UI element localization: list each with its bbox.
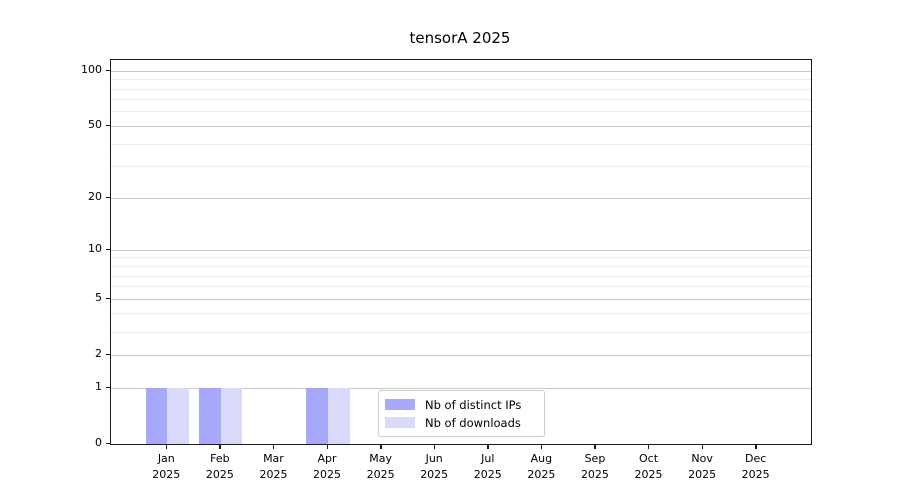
x-tick-year: 2025 (741, 467, 770, 481)
x-tick-label: Jun 2025 (406, 451, 462, 482)
x-tick-year: 2025 (634, 467, 663, 481)
gridline-minor (111, 331, 811, 333)
x-tick-label: Jan 2025 (138, 451, 194, 482)
x-tick-label: Sep 2025 (567, 451, 623, 482)
x-tick-label: Nov 2025 (674, 451, 730, 482)
x-tick-month: Jan (157, 452, 175, 465)
bar-nb-of-distinct-ips-jan (145, 388, 168, 444)
x-tick-label: Jul 2025 (460, 451, 516, 482)
legend-item-distinct-ips: Nb of distinct IPs (385, 398, 538, 412)
x-tick-label: Apr 2025 (299, 451, 355, 482)
x-tick-year: 2025 (205, 467, 234, 481)
bar-nb-of-distinct-ips-feb (199, 388, 221, 444)
x-tick-mark (755, 445, 757, 449)
legend-item-downloads: Nb of downloads (385, 416, 538, 430)
x-tick-mark (326, 445, 328, 449)
gridline-minor (111, 166, 811, 168)
gridline-major (111, 197, 811, 199)
x-tick-mark (219, 445, 221, 449)
gridline-minor (111, 266, 811, 267)
y-tick-mark (106, 248, 110, 251)
gridline-minor (111, 275, 811, 277)
y-tick-mark (106, 124, 110, 127)
x-tick-mark (540, 445, 543, 449)
gridline-minor (111, 99, 811, 101)
x-tick-month: May (369, 452, 392, 465)
y-tick-mark (106, 297, 110, 300)
x-tick-mark (380, 445, 382, 449)
y-tick-mark (106, 353, 110, 356)
legend-label-downloads: Nb of downloads (425, 415, 521, 430)
y-tick-label: 0 (95, 436, 102, 449)
y-tick-label: 2 (95, 347, 102, 361)
x-tick-year: 2025 (152, 467, 181, 481)
x-tick-year: 2025 (366, 467, 395, 481)
x-tick-label: Feb 2025 (192, 451, 248, 482)
x-tick-month: Jun (425, 452, 443, 465)
bar-nb-of-distinct-ips-apr (306, 388, 329, 444)
x-tick-label: Dec 2025 (728, 451, 784, 482)
bar-nb-of-downloads-feb (220, 388, 243, 444)
x-tick-month: Dec (745, 452, 767, 465)
x-tick-month: Feb (210, 452, 230, 465)
y-tick-label: 5 (95, 291, 102, 305)
y-tick-label: 100 (81, 63, 102, 77)
gridline-major (111, 70, 811, 72)
x-tick-label: Aug 2025 (513, 451, 569, 482)
y-tick-mark (106, 386, 110, 388)
x-tick-label: May 2025 (353, 451, 409, 482)
gridline-minor (111, 257, 811, 259)
bar-nb-of-downloads-jan (167, 388, 189, 444)
x-tick-year: 2025 (420, 467, 449, 481)
x-tick-mark (433, 445, 436, 449)
x-tick-month: Oct (639, 452, 659, 465)
chart-title: tensorA 2025 (409, 29, 511, 47)
x-tick-year: 2025 (259, 467, 288, 481)
gridline-major (111, 387, 811, 389)
gridline-minor (111, 88, 811, 90)
x-tick-month: Apr (317, 452, 337, 465)
x-tick-mark (701, 445, 703, 449)
x-tick-mark (165, 445, 168, 449)
bar-nb-of-downloads-apr (328, 388, 350, 444)
y-tick-label: 1 (95, 380, 102, 393)
x-tick-month: Mar (263, 452, 284, 465)
y-tick-mark (106, 69, 110, 72)
y-tick-mark (106, 196, 110, 198)
x-tick-month: Jul (481, 452, 495, 465)
x-tick-month: Sep (584, 452, 606, 465)
x-tick-label: Mar 2025 (245, 451, 301, 482)
legend-swatch-distinct-ips (385, 399, 415, 410)
gridline-minor (111, 111, 811, 113)
y-tick-label: 20 (88, 190, 102, 204)
x-tick-mark (487, 445, 489, 449)
gridline-minor (111, 286, 811, 288)
x-tick-month: Aug (530, 452, 553, 465)
gridline-minor (111, 79, 811, 81)
x-tick-mark (648, 445, 650, 449)
y-tick-label: 50 (88, 118, 102, 132)
x-tick-year: 2025 (527, 467, 556, 481)
x-tick-year: 2025 (580, 467, 609, 481)
gridline-minor (111, 143, 811, 145)
x-tick-year: 2025 (688, 467, 717, 481)
legend: Nb of distinct IPs Nb of downloads (378, 390, 545, 437)
gridline-major (111, 125, 811, 127)
x-tick-mark (594, 445, 596, 449)
plot-area (110, 59, 812, 445)
x-tick-year: 2025 (313, 467, 342, 481)
x-tick-year: 2025 (473, 467, 502, 481)
legend-swatch-downloads (385, 417, 415, 428)
x-tick-month: Nov (691, 452, 713, 465)
y-tick-label: 10 (88, 242, 102, 256)
x-tick-label: Oct 2025 (621, 451, 677, 482)
gridline-major (111, 354, 811, 356)
x-tick-mark (272, 445, 275, 449)
legend-label-distinct-ips: Nb of distinct IPs (425, 397, 522, 412)
gridline-major (111, 298, 811, 300)
gridline-major (111, 249, 811, 251)
y-tick-mark (106, 442, 110, 444)
gridline-minor (111, 313, 811, 315)
